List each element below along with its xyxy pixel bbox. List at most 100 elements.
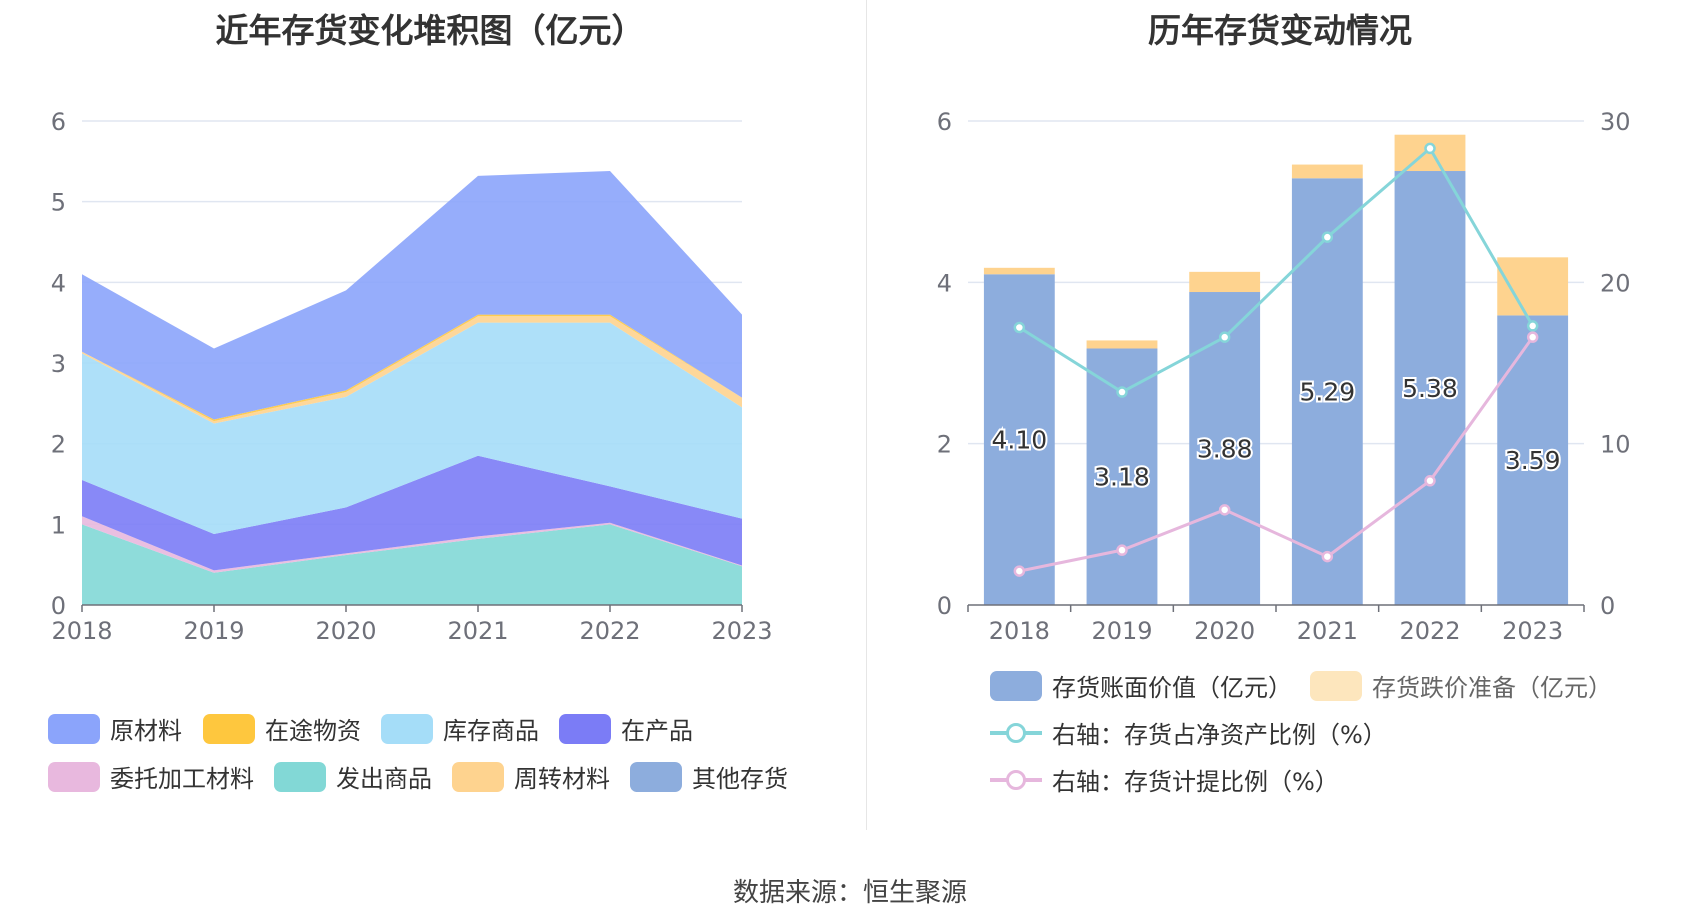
- x-tick-label: 2022: [1399, 617, 1460, 645]
- left-chart-title: 近年存货变化堆积图（亿元）: [215, 11, 645, 50]
- line-series: [1019, 336, 1534, 573]
- area-series: [82, 322, 742, 535]
- legend-label: 存货账面价值（亿元）: [1052, 674, 1292, 702]
- legend-item[interactable]: 存货跌价准备（亿元）: [1310, 668, 1612, 703]
- bar-value-label: 3.18: [1094, 463, 1150, 492]
- legend-label: 在途物资: [265, 717, 361, 745]
- bar: [1497, 257, 1569, 316]
- legend-item[interactable]: 库存商品: [381, 711, 539, 746]
- x-tick-label: 2020: [1194, 617, 1255, 645]
- legend-swatch: [990, 670, 1042, 701]
- line-point: [1424, 142, 1436, 155]
- bar-value-label: 5.38: [1402, 374, 1458, 403]
- y-tick-label: 0: [937, 592, 952, 620]
- legend-swatch: [203, 713, 255, 744]
- legend-swatch: [274, 761, 326, 792]
- line-point: [1526, 331, 1539, 343]
- legend-label: 库存商品: [443, 717, 539, 745]
- y-tick-label: 6: [51, 108, 66, 136]
- legend-label: 右轴：存货占净资产比例（%）: [1052, 721, 1387, 749]
- x-tick-label: 2019: [183, 617, 244, 645]
- legend-item[interactable]: 原材料: [48, 711, 182, 746]
- x-tick-label: 2021: [447, 617, 508, 645]
- y-tick-label: 2: [937, 431, 952, 459]
- legend-item[interactable]: 周转材料: [452, 759, 610, 794]
- y-tick-label: 2: [51, 431, 66, 459]
- bar: [1291, 164, 1363, 179]
- legend-swatch: [630, 761, 682, 792]
- y2-tick-label: 20: [1600, 269, 1631, 297]
- line-point: [1013, 321, 1026, 334]
- x-tick-label: 2023: [1502, 617, 1563, 645]
- legend-item[interactable]: 在产品: [559, 711, 693, 746]
- bar-line-chart: 0 2 4 6 0 10 20 30 2018 2019 2020 2021 2022 2023 4.10 3…: [937, 108, 1631, 645]
- line-point: [1424, 475, 1436, 487]
- bar: [1291, 178, 1363, 606]
- legend-swatch: [990, 765, 1042, 795]
- line-point: [1116, 386, 1128, 398]
- legend-label: 其他存货: [692, 765, 788, 793]
- legend-item[interactable]: 存货账面价值（亿元）: [990, 668, 1292, 703]
- legend-swatch: [381, 713, 433, 744]
- legend-item[interactable]: 右轴：存货计提比例（%）: [990, 762, 1339, 797]
- line-point: [1013, 565, 1026, 577]
- bar: [1086, 340, 1158, 349]
- legend-swatch: [990, 718, 1042, 748]
- legend-swatch: [452, 761, 504, 792]
- bar-value-label: 3.59: [1505, 446, 1561, 475]
- legend-swatch: [559, 713, 611, 744]
- legend-label: 周转材料: [514, 765, 610, 793]
- legend-item[interactable]: 其他存货: [630, 759, 788, 794]
- y-tick-label: 4: [937, 269, 952, 297]
- line-point: [1218, 331, 1231, 343]
- bar: [1497, 315, 1569, 605]
- legend-swatch: [48, 713, 100, 744]
- y-tick-label: 4: [51, 269, 66, 297]
- legend-item[interactable]: 右轴：存货占净资产比例（%）: [990, 715, 1387, 750]
- legend-item[interactable]: 在途物资: [203, 711, 361, 746]
- bar-value-label: 5.29: [1299, 378, 1355, 407]
- line-point: [1218, 504, 1231, 516]
- legend-label: 存货跌价准备（亿元）: [1372, 674, 1612, 702]
- line-point: [1321, 231, 1334, 243]
- y-tick-label: 1: [51, 511, 66, 539]
- area-series: [82, 171, 742, 420]
- bar: [983, 267, 1055, 275]
- y2-tick-label: 10: [1600, 431, 1631, 459]
- area-series: [82, 455, 742, 571]
- legend-label: 右轴：存货计提比例（%）: [1052, 768, 1339, 796]
- line-point: [1526, 320, 1539, 332]
- line-point: [1116, 544, 1128, 556]
- data-source-note: 数据来源：恒生聚源: [732, 878, 967, 908]
- legend-label: 在产品: [621, 717, 693, 745]
- legend-swatch: [48, 761, 100, 792]
- x-tick-label: 2018: [51, 617, 112, 645]
- y-tick-label: 3: [51, 350, 66, 378]
- right-chart-title: 历年存货变动情况: [1148, 11, 1412, 50]
- x-tick-label: 2021: [1297, 617, 1358, 645]
- y-tick-label: 0: [51, 592, 66, 620]
- area-series: [82, 524, 742, 605]
- x-tick-label: 2023: [711, 617, 772, 645]
- panel-divider: [866, 0, 867, 830]
- x-tick-label: 2019: [1091, 617, 1152, 645]
- legend-swatch: [1310, 670, 1362, 701]
- line-point: [1321, 550, 1334, 563]
- y2-tick-label: 30: [1600, 108, 1631, 136]
- legend-label: 委托加工材料: [110, 765, 254, 793]
- y-tick-label: 6: [937, 108, 952, 136]
- legend-item[interactable]: 委托加工材料: [48, 759, 254, 794]
- y2-tick-label: 0: [1600, 592, 1615, 620]
- bar: [1394, 171, 1466, 605]
- legend-item[interactable]: 发出商品: [274, 759, 432, 794]
- bar: [1189, 271, 1261, 293]
- stacked-area-chart: 0 1 2 3 4 5 6 2018 2019 2020 2021 2022 2023: [51, 108, 773, 645]
- x-tick-label: 2020: [315, 617, 376, 645]
- line-series: [1018, 146, 1534, 394]
- legend-label: 发出商品: [336, 765, 432, 793]
- x-tick-label: 2018: [989, 617, 1050, 645]
- bar: [1189, 292, 1261, 605]
- bar-value-label: 4.10: [991, 426, 1047, 455]
- y-tick-label: 5: [51, 189, 66, 217]
